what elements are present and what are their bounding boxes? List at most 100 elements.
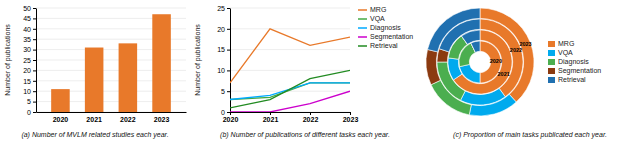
rings	[426, 8, 534, 116]
tick-mark	[33, 91, 36, 92]
tick-mark	[33, 60, 36, 61]
axis-title: Number of publications	[194, 24, 202, 96]
line-panel: 05101520252020202120222023MRGVQADiagnosi…	[194, 5, 413, 139]
donut-slice	[471, 41, 480, 52]
line	[230, 91, 350, 112]
grid-line	[230, 70, 350, 71]
legend-label: Segmentation	[558, 67, 601, 75]
tick-label: 15	[217, 46, 225, 53]
tick-label: 2022	[303, 116, 319, 123]
tick-mark	[33, 18, 36, 19]
tick: 15	[23, 78, 36, 85]
tick-mark	[227, 50, 230, 51]
tick: 10	[23, 88, 36, 95]
tick-label: 0	[221, 109, 225, 116]
tick: 0	[27, 109, 36, 116]
tick-mark	[227, 29, 230, 30]
tick: 2023	[343, 112, 359, 123]
tick-label: 5	[221, 88, 225, 95]
bar	[85, 48, 104, 112]
legend-item: Retrieval	[358, 42, 398, 49]
legend: MRG VQADiagnosisSegmentationRetrieval	[358, 6, 413, 49]
tick: 2023	[154, 116, 170, 123]
legend-item: MRG	[358, 6, 386, 13]
tick-label: 10	[23, 88, 31, 95]
ring-label: 2020	[490, 58, 502, 64]
tick-mark	[33, 8, 36, 9]
legend-label: MRG	[558, 40, 574, 47]
legend-swatch	[358, 45, 367, 47]
tick-label: 30	[23, 46, 31, 53]
legend-item: MRG	[548, 40, 574, 47]
legend-item: Diagnosis	[358, 24, 401, 32]
legend-swatch	[358, 18, 367, 20]
legend-swatch	[548, 68, 555, 74]
bar	[119, 43, 138, 112]
tick-label: 35	[23, 36, 31, 43]
grid-line	[230, 28, 350, 29]
tick-label: 20	[217, 26, 225, 33]
tick-label: 2021	[86, 116, 102, 123]
tick-mark	[33, 50, 36, 51]
legend-swatch	[548, 59, 555, 65]
grid	[230, 8, 350, 112]
tick-label: 0	[27, 109, 31, 116]
tick: 2021	[263, 112, 279, 123]
tick-mark	[33, 29, 36, 30]
grid-line	[230, 49, 350, 50]
bar-panel: 051015202530354045502020202120222023Numb…	[4, 5, 187, 139]
tick-label: 2020	[53, 116, 69, 123]
legend-swatch	[548, 77, 555, 83]
lines	[230, 29, 350, 112]
tick-mark	[33, 39, 36, 40]
legend-label: Diagnosis	[558, 58, 589, 66]
tick: 2020	[53, 116, 69, 123]
grid-line	[36, 8, 186, 9]
tick-mark	[33, 102, 36, 103]
tick: 2020	[223, 112, 239, 123]
tick: 20	[217, 26, 230, 33]
tick: 0	[221, 109, 230, 116]
tick-label: 25	[217, 5, 225, 12]
bar	[152, 14, 171, 112]
tick: 35	[23, 36, 36, 43]
bar	[51, 89, 70, 112]
tick-mark	[33, 70, 36, 71]
tick-label: 2023	[343, 116, 359, 123]
legend-label: Segmentation	[370, 33, 413, 41]
tick: 40	[23, 26, 36, 33]
legend-swatch	[548, 41, 555, 47]
tick-mark	[310, 112, 311, 115]
tick-mark	[33, 81, 36, 82]
tick-label: 2022	[120, 116, 136, 123]
ring	[426, 8, 534, 116]
tick-label: 2020	[223, 116, 239, 123]
caption: (a) Number of MVLM related studies each …	[21, 131, 168, 139]
tick: 50	[23, 5, 36, 12]
tick-label: 50	[23, 5, 31, 12]
tick-label: 25	[23, 57, 31, 64]
tick-label: 2021	[263, 116, 279, 123]
chart-figure: 051015202530354045502020202120222023Numb…	[0, 0, 640, 141]
ring-label: 2023	[519, 41, 531, 47]
tick-mark	[230, 112, 231, 115]
legend: MRGVQADiagnosisSegmentationRetrieval	[548, 40, 601, 83]
ring	[437, 19, 523, 105]
x-axis: 2020 2021 2022 2023	[223, 112, 359, 123]
tick: 5	[27, 98, 36, 105]
ring-labels: 2020202120222023	[490, 41, 532, 77]
legend-swatch	[358, 36, 367, 38]
legend-swatch	[358, 27, 367, 29]
tick-label: 45	[23, 15, 31, 22]
tick: 30	[23, 46, 36, 53]
axis-line	[231, 112, 351, 113]
tick: 5	[221, 88, 230, 95]
y-axis: 05101520253035404550	[23, 5, 36, 116]
tick-mark	[227, 91, 230, 92]
legend-swatch	[358, 9, 367, 11]
legend-item: VQA	[358, 15, 385, 23]
donut-panel: 2020202120222023 MRGVQADiagnosisSegmentat…	[426, 8, 607, 139]
donut-slice	[480, 8, 534, 102]
ring-label: 2022	[510, 47, 522, 53]
tick-mark	[350, 112, 351, 115]
